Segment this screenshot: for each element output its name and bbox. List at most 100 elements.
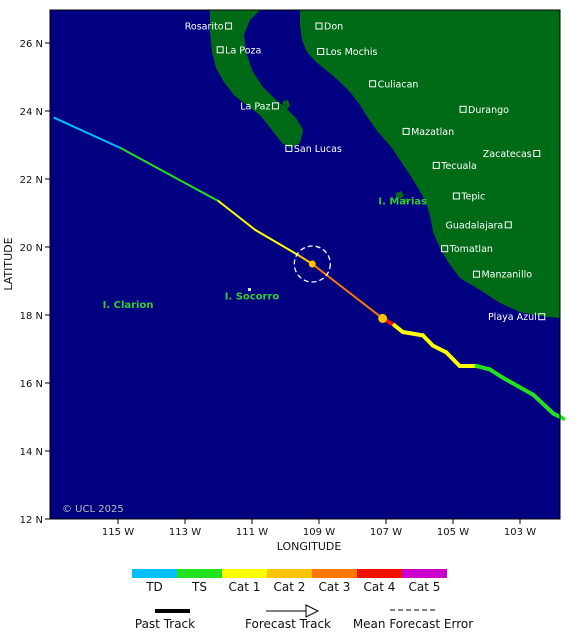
legend-swatch — [132, 569, 177, 578]
y-tick-label: 24 N — [20, 107, 43, 118]
track-segment — [501, 375, 536, 397]
track-segment — [254, 229, 300, 257]
track-segment — [474, 364, 492, 372]
track-segment — [120, 147, 220, 203]
y-axis-title: LATITUDE — [2, 237, 15, 290]
city-label: Mazatlan — [411, 127, 454, 138]
city-marker-icon — [216, 46, 224, 54]
forecast-track-label: Forecast Track — [245, 617, 331, 631]
track-markers — [293, 245, 388, 323]
city-label: Guadalajara — [446, 220, 504, 231]
city-marker-icon — [432, 161, 440, 169]
y-tick-label: 14 N — [20, 447, 43, 458]
y-tick-label: 26 N — [20, 39, 43, 50]
mean-forecast-error-circle — [293, 245, 331, 283]
y-tick-label: 12 N — [20, 515, 43, 526]
city-label: Culiacan — [378, 79, 419, 90]
city-marker-icon — [225, 22, 233, 30]
x-tick-label: 103 W — [504, 527, 536, 538]
islas-marias-shape-2 — [403, 198, 408, 203]
track-segment — [400, 330, 425, 338]
y-tick-label: 20 N — [20, 243, 43, 254]
track-segment — [53, 116, 123, 150]
mainland-mexico — [300, 10, 560, 318]
city-marker-icon — [533, 150, 541, 157]
legend-category-label: Cat 4 — [364, 580, 396, 594]
x-tick-label: 113 W — [169, 527, 201, 538]
copyright-text: © UCL 2025 — [62, 504, 124, 515]
legend-category-label: TD — [145, 580, 163, 594]
city-label: Don — [324, 22, 343, 33]
track-segment — [531, 392, 556, 416]
city-label: La Paz — [240, 101, 270, 112]
city-label: Durango — [468, 105, 509, 116]
city-marker-icon — [459, 105, 467, 113]
track-segment — [420, 333, 435, 348]
track-segment — [217, 200, 257, 231]
x-tick-label: 105 W — [437, 527, 469, 538]
city-label: Manzanillo — [481, 270, 532, 281]
island-label: I. Socorro — [225, 292, 280, 303]
city-marker-icon — [285, 144, 293, 152]
past-track-label: Past Track — [135, 617, 195, 631]
y-tick-label: 22 N — [20, 175, 43, 186]
legend-category-label: Cat 5 — [409, 580, 441, 594]
city-marker-icon — [504, 221, 512, 229]
city-marker-icon — [402, 127, 410, 135]
city-marker-icon — [538, 313, 546, 321]
legend-swatch — [402, 569, 447, 578]
city-marker-icon — [369, 80, 377, 88]
axis-ticks: 115 W 113 W 111 W 109 W 107 W 105 W 103 W 26 N 2… — [20, 39, 537, 538]
land-masses — [210, 10, 560, 318]
legend-swatch — [222, 569, 267, 578]
city-label: Tecuala — [440, 161, 477, 172]
y-tick-label: 18 N — [20, 311, 43, 322]
city-label: San Lucas — [294, 144, 342, 155]
category-legend: TD TS Cat 1 Cat 2 Cat 3 Cat 4 Cat 5 — [132, 569, 447, 594]
city-label: Tomatlan — [449, 244, 493, 255]
island-labels: I. Marias I. Socorro I. Clarion — [103, 197, 428, 312]
city-marker-icon — [452, 192, 460, 200]
city-label: Tepic — [460, 192, 485, 203]
y-tick-label: 16 N — [20, 379, 43, 390]
legend-category-label: TS — [191, 580, 207, 594]
x-axis-title: LONGITUDE — [277, 540, 342, 553]
island-label: I. Marias — [378, 197, 427, 208]
legend-category-label: Cat 2 — [274, 580, 306, 594]
city-marker-icon — [472, 270, 480, 278]
city-marker-icon — [441, 245, 449, 253]
city-labels: Rosarito Don La Poza Los Mochis Culiacan La P… — [185, 22, 546, 323]
forecast-arrow-icon — [305, 604, 320, 618]
legend-category-label: Cat 1 — [229, 580, 261, 594]
track-segment — [487, 367, 506, 380]
storm-track — [53, 116, 566, 421]
city-label: Rosarito — [185, 22, 224, 33]
x-tick-label: 111 W — [236, 527, 268, 538]
islas-marias-shape — [396, 191, 404, 199]
legend-category-label: Cat 3 — [319, 580, 351, 594]
city-marker-icon — [315, 22, 323, 30]
city-label: La Poza — [225, 45, 261, 56]
legend-swatch — [357, 569, 402, 578]
city-label: Playa Azul — [488, 312, 537, 323]
track-segment — [551, 411, 566, 421]
mean-error-label: Mean Forecast Error — [353, 617, 473, 631]
city-marker-icon — [271, 102, 279, 110]
city-marker-icon — [317, 48, 325, 55]
track-segment — [430, 343, 449, 355]
legend-swatch — [312, 569, 357, 578]
city-label: Los Mochis — [326, 47, 378, 58]
island-espiritu-santo — [283, 100, 290, 110]
track-segment — [311, 263, 384, 320]
legend-swatch — [177, 569, 222, 578]
track-point-dot — [378, 313, 388, 323]
legend-swatch — [267, 569, 312, 578]
island-label: I. Clarion — [103, 300, 154, 311]
track-style-legend: Past Track Forecast Track Mean Forecast … — [135, 604, 473, 631]
baja-peninsula — [210, 10, 303, 148]
plot-frame — [49, 9, 561, 520]
track-segment — [444, 350, 462, 368]
socorro-island-dot — [248, 288, 251, 291]
x-tick-label: 115 W — [102, 527, 134, 538]
